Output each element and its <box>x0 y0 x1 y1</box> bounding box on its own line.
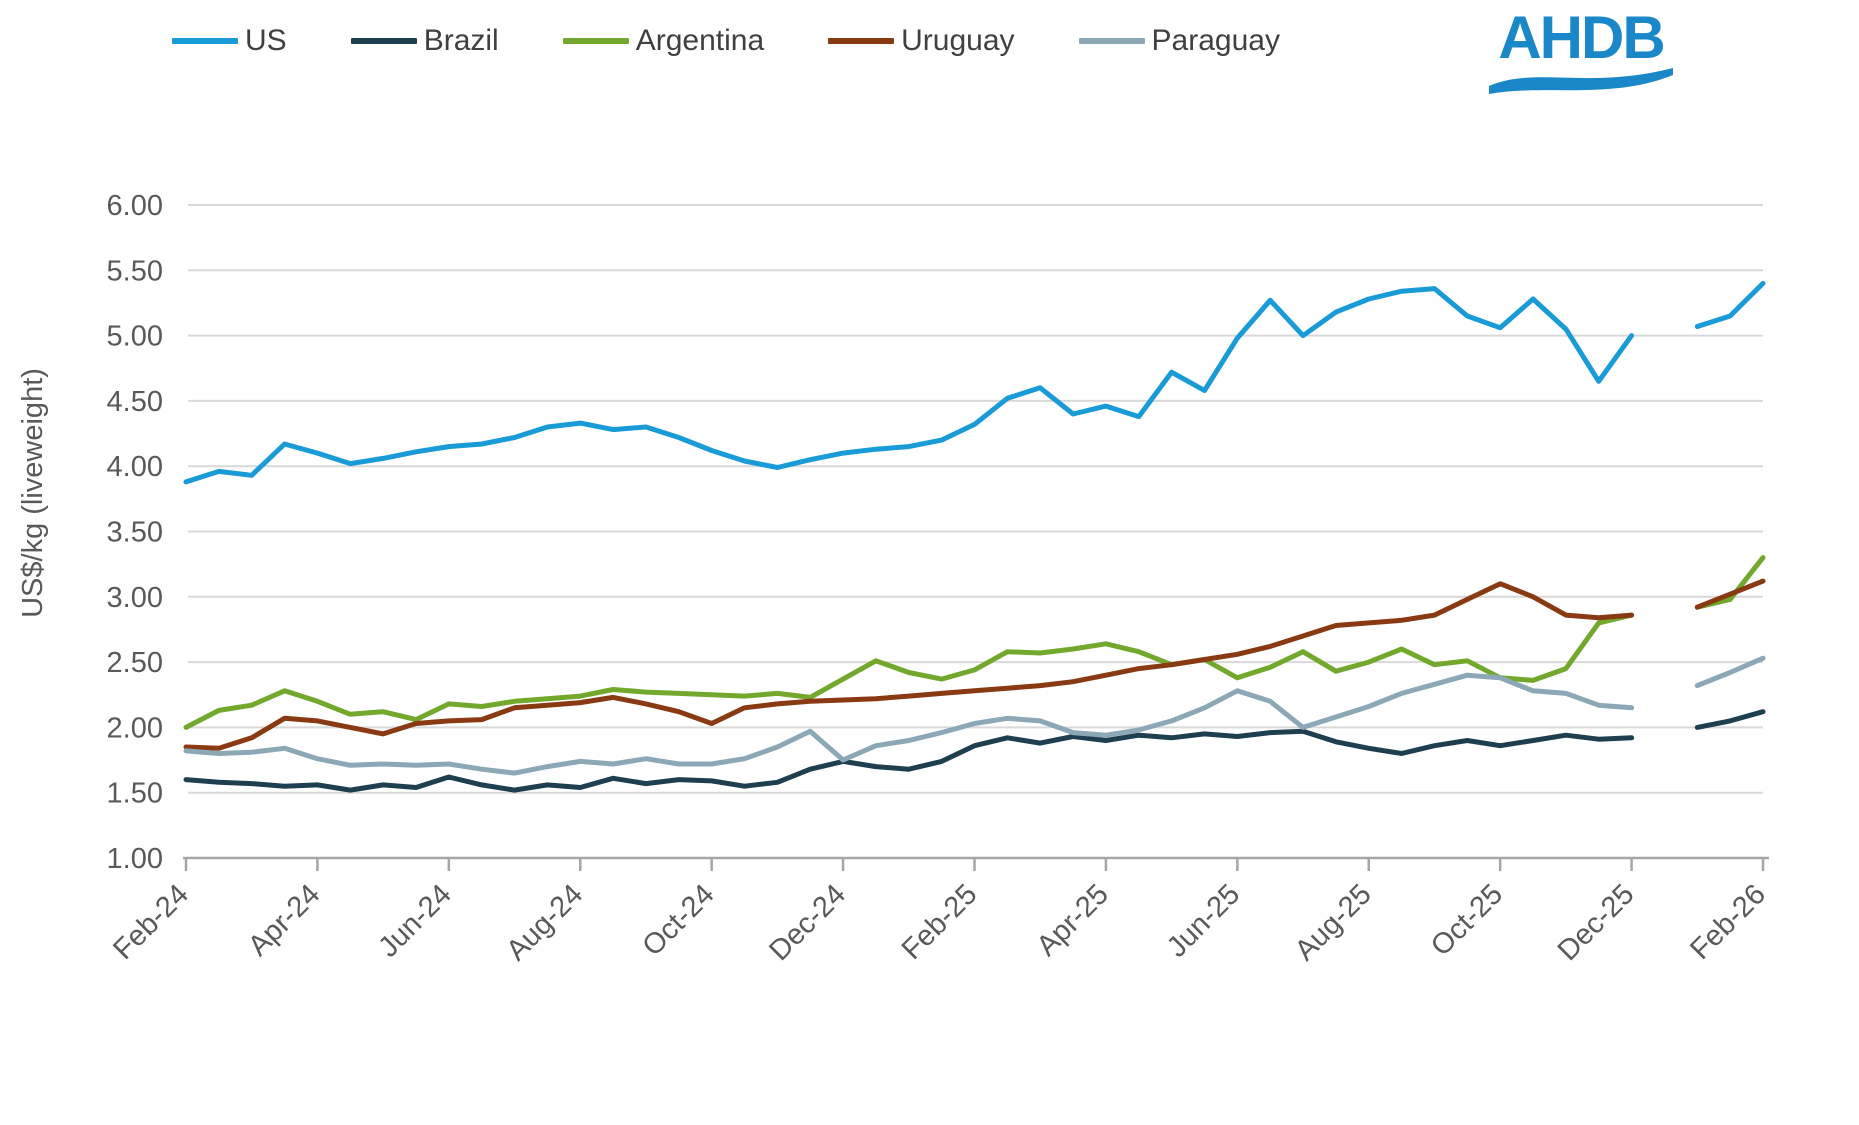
legend-label-brazil: Brazil <box>423 24 499 57</box>
legend-item-paraguay: Paraguay <box>1078 24 1280 57</box>
legend-swatch-us <box>172 38 238 44</box>
x-tick-label: Oct-24 <box>636 878 720 962</box>
x-tick-label: Feb-26 <box>1684 878 1772 966</box>
ahdb-logo: AHDB <box>1483 8 1679 98</box>
x-tick-label: Feb-24 <box>107 878 195 966</box>
y-axis-title: US$/kg (liveweight) <box>17 368 49 618</box>
y-tick-label: 2.50 <box>107 647 163 679</box>
x-tick-label: Apr-24 <box>242 878 326 962</box>
x-tick-label: Aug-25 <box>1289 878 1378 967</box>
x-tick-label: Feb-25 <box>896 878 984 966</box>
line-paraguay <box>183 655 1766 776</box>
ahdb-logo-wave-icon <box>1489 68 1673 94</box>
legend-swatch-uruguay <box>828 38 895 44</box>
y-tick-label: 4.50 <box>107 386 163 418</box>
x-axis-labels: Feb-24 Apr-24 Jun-24 Aug-24 Oct-24 Dec-24 Feb-… <box>107 878 1772 967</box>
x-axis <box>183 856 1769 871</box>
line-argentina <box>183 555 1766 730</box>
line-uruguay <box>183 578 1766 751</box>
ahdb-logo-text: AHDB <box>1498 4 1665 71</box>
legend-item-uruguay: Uruguay <box>828 24 1015 57</box>
y-axis-labels: 1.00 1.50 2.00 2.50 3.00 3.50 4.00 4.50 5.00 5.50… <box>107 190 163 875</box>
legend-label-uruguay: Uruguay <box>901 24 1015 57</box>
legend-label-paraguay: Paraguay <box>1151 24 1280 57</box>
legend-item-us: US <box>172 26 287 56</box>
legend-swatch-paraguay <box>1078 38 1145 44</box>
x-tick-label: Jun-24 <box>372 878 457 963</box>
legend-item-argentina: Argentina <box>562 24 765 57</box>
x-tick-label: Aug-24 <box>500 878 589 967</box>
y-tick-label: 6.00 <box>107 190 163 222</box>
x-tick-label: Dec-24 <box>763 878 852 967</box>
line-us <box>183 280 1766 485</box>
x-tick-label: Jun-25 <box>1161 878 1246 963</box>
gridlines <box>188 204 1763 794</box>
legend-swatch-brazil <box>350 38 417 44</box>
y-tick-label: 5.50 <box>107 255 163 287</box>
y-tick-label: 4.00 <box>107 451 163 483</box>
x-tick-label: Oct-25 <box>1425 878 1509 962</box>
y-tick-label: 5.00 <box>107 321 163 353</box>
legend-swatch-argentina <box>562 38 629 44</box>
legend-label-argentina: Argentina <box>635 24 765 57</box>
legend-item-brazil: Brazil <box>350 24 499 57</box>
x-tick-label: Apr-25 <box>1031 878 1115 962</box>
line-brazil <box>183 709 1766 793</box>
x-tick-label: Dec-25 <box>1552 878 1641 967</box>
y-tick-label: 3.00 <box>107 582 163 614</box>
y-tick-label: 3.50 <box>107 517 163 549</box>
legend-label-us: US <box>245 24 287 57</box>
y-tick-label: 2.00 <box>107 712 163 744</box>
y-tick-label: 1.00 <box>107 843 163 875</box>
y-tick-label: 1.50 <box>107 778 163 810</box>
series-lines <box>183 280 1766 793</box>
legend: US Brazil Argentina Uruguay Paraguay <box>172 26 1280 56</box>
